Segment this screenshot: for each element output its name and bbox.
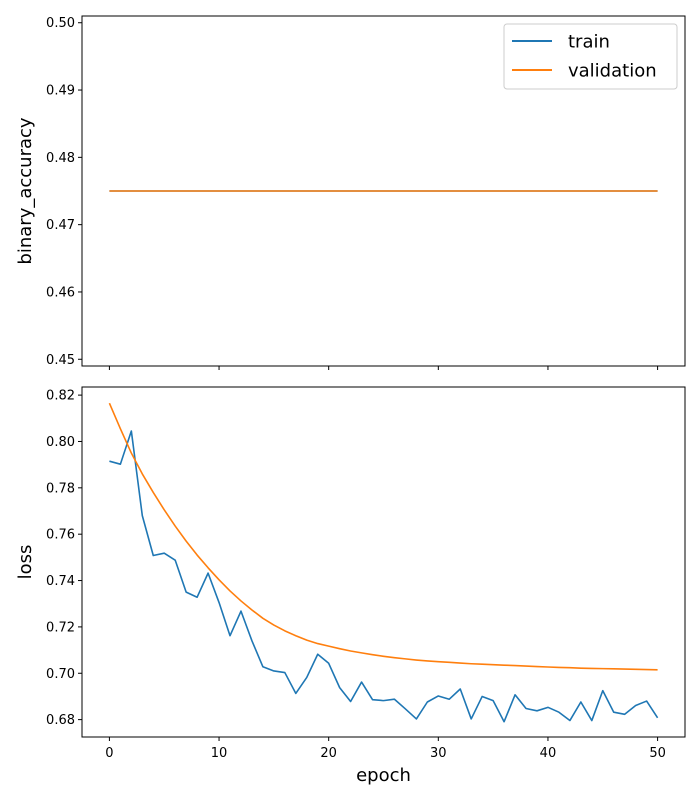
- y-tick-label: 0.76: [46, 528, 75, 543]
- y-tick-label: 0.49: [46, 84, 75, 99]
- y-tick-label: 0.70: [46, 667, 75, 682]
- y-tick-label: 0.78: [46, 481, 75, 496]
- series-line-validation: [108, 402, 658, 671]
- y-axis-label: binary_accuracy: [15, 117, 36, 264]
- y-tick-label: 0.47: [46, 218, 75, 233]
- y-tick-label: 0.68: [46, 713, 75, 728]
- x-tick-label: 10: [211, 746, 228, 761]
- y-tick-label: 0.45: [46, 353, 75, 368]
- plot-frame: [81, 386, 686, 738]
- legend: train validation: [503, 23, 678, 90]
- plot-frame: [81, 15, 686, 367]
- legend-label-train: train: [568, 32, 610, 53]
- y-tick-label: 0.48: [46, 151, 75, 166]
- y-tick-label: 0.74: [46, 574, 75, 589]
- y-tick-label: 0.72: [46, 620, 75, 635]
- series-line-train: [109, 430, 659, 723]
- legend-label-validation: validation: [568, 61, 657, 82]
- y-tick-label: 0.50: [46, 16, 75, 31]
- x-tick-label: 50: [649, 746, 666, 761]
- x-axis-label: epoch: [356, 765, 411, 786]
- y-axis-label: loss: [15, 545, 36, 580]
- y-tick-label: 0.82: [46, 389, 75, 404]
- chart-panel-loss: 0.68 0.70 0.72 0.74 0.76 0.78 0.80 0.82 0 10 20 30 4…: [15, 386, 686, 786]
- x-tick-label: 30: [430, 746, 447, 761]
- chart-panel-accuracy: 0.45 0.46 0.47 0.48 0.49 0.50 binary_accuracy t…: [15, 15, 686, 370]
- x-tick-label: 20: [320, 746, 337, 761]
- y-tick-label: 0.46: [46, 285, 75, 300]
- x-tick-label: 40: [540, 746, 557, 761]
- y-tick-label: 0.80: [46, 435, 75, 450]
- x-tick-label: 0: [105, 746, 113, 761]
